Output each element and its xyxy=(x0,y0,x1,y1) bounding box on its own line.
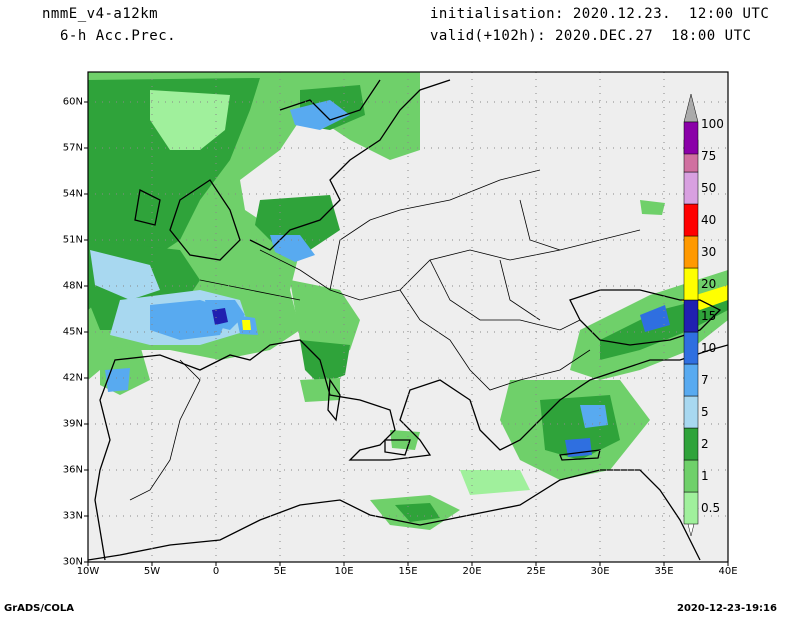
lon-label: 0 xyxy=(212,566,220,577)
footer-software: GrADS/COLA xyxy=(4,603,74,614)
lon-label: 40E xyxy=(718,566,738,577)
legend-label: 100 xyxy=(701,117,724,131)
legend-label: 15 xyxy=(701,309,717,323)
legend-swatch xyxy=(683,121,699,155)
lat-label: 60N xyxy=(62,96,83,108)
legend-swatch xyxy=(683,491,699,525)
legend-label: 75 xyxy=(701,149,717,163)
footer-timestamp: 2020-12-23-19:16 xyxy=(677,603,777,614)
model-name: nmmE_v4-a12km xyxy=(42,6,159,22)
legend-label: 7 xyxy=(701,373,709,387)
legend-label: 1 xyxy=(701,469,709,483)
country-borders xyxy=(129,169,641,501)
lat-label: 54N xyxy=(62,188,83,200)
lat-label: 48N xyxy=(62,280,83,292)
legend-swatch xyxy=(683,427,699,461)
lon-label: 5W xyxy=(143,566,161,577)
lat-label: 36N xyxy=(62,464,83,476)
lat-label: 39N xyxy=(62,418,83,430)
axis-ticks xyxy=(84,101,729,566)
legend-label: 0.5 xyxy=(701,501,721,515)
legend-swatch xyxy=(683,267,699,301)
legend-swatch xyxy=(683,171,699,205)
lon-label: 5E xyxy=(273,566,287,577)
legend-label: 40 xyxy=(701,213,717,227)
legend-label: 30 xyxy=(701,245,717,259)
colorbar xyxy=(683,93,699,537)
field-name: 6-h Acc.Prec. xyxy=(60,28,177,44)
lon-label: 20E xyxy=(462,566,482,577)
valid-time: valid(+102h): 2020.DEC.27 18:00 UTC xyxy=(430,28,752,44)
legend-label: 2 xyxy=(701,437,709,451)
legend-label: 20 xyxy=(701,277,717,291)
legend-label: 10 xyxy=(701,341,717,355)
lon-label: 35E xyxy=(654,566,674,577)
lat-label: 30N xyxy=(62,556,83,568)
legend-swatch xyxy=(683,459,699,493)
lon-label: 10E xyxy=(334,566,354,577)
lon-label: 25E xyxy=(526,566,546,577)
legend-swatch xyxy=(683,203,699,237)
legend-swatch xyxy=(683,299,699,333)
lon-label: 15E xyxy=(398,566,418,577)
lon-label: 30E xyxy=(590,566,610,577)
lat-label: 33N xyxy=(62,510,83,522)
lat-label: 51N xyxy=(62,234,83,246)
precip-shading xyxy=(88,72,728,530)
legend-swatch xyxy=(683,235,699,269)
lon-label: 10W xyxy=(76,566,100,577)
legend-swatch xyxy=(683,363,699,397)
coastlines xyxy=(88,79,728,561)
legend-label: 5 xyxy=(701,405,709,419)
lat-label: 45N xyxy=(62,326,83,338)
legend-swatch xyxy=(683,395,699,429)
init-time: initialisation: 2020.12.23. 12:00 UTC xyxy=(430,6,770,22)
graticule xyxy=(88,72,728,562)
legend-label: 50 xyxy=(701,181,717,195)
lat-label: 57N xyxy=(62,142,83,154)
lat-label: 42N xyxy=(62,372,83,384)
legend-swatch xyxy=(683,331,699,365)
